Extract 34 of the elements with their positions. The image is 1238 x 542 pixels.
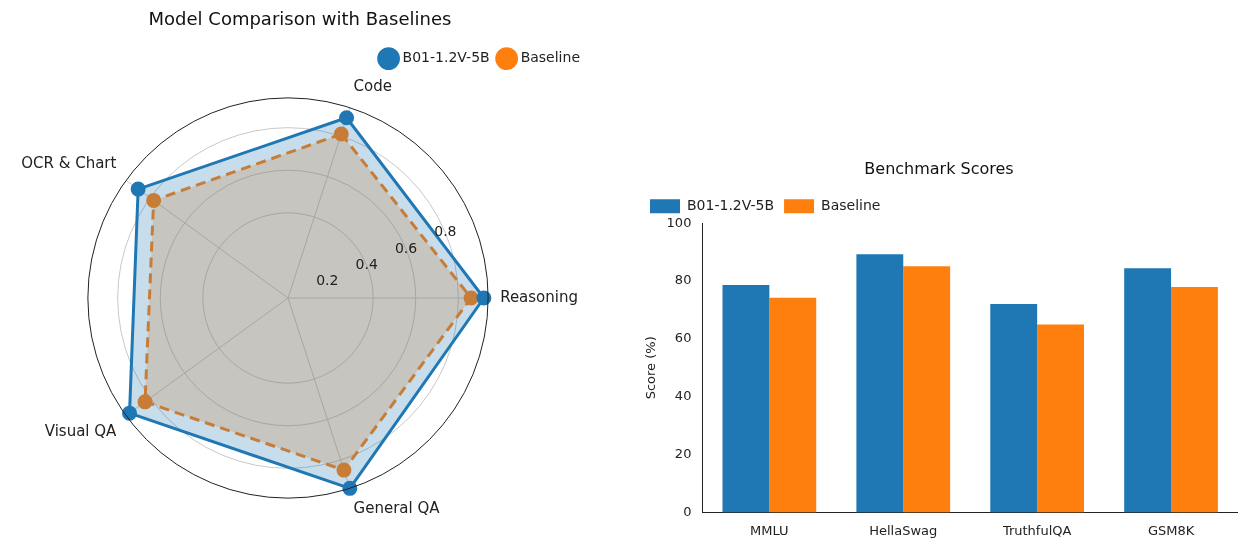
legend-label: Baseline <box>821 196 881 213</box>
x-tick-label: HellaSwag <box>869 522 938 538</box>
y-tick-label: 0 <box>683 503 692 519</box>
chart-title: Model Comparison with Baselines <box>148 8 452 30</box>
y-tick-label: 0.8 <box>434 223 457 240</box>
y-tick-label: 60 <box>674 330 692 346</box>
bar <box>990 303 1038 513</box>
spoke-label: General QA <box>353 498 441 517</box>
bar <box>1037 324 1085 513</box>
y-axis-title: Score (%) <box>643 336 659 400</box>
bar <box>1171 287 1218 513</box>
y-tick-label: 0.2 <box>316 272 339 289</box>
legend-label: Baseline <box>520 49 580 66</box>
bar <box>769 297 817 513</box>
spoke-label: Code <box>353 77 392 96</box>
x-tick-label: MMLU <box>750 522 789 538</box>
spoke-label: OCR & Chart <box>21 154 117 173</box>
y-tick-label: 0.6 <box>394 239 418 256</box>
legend-label: B01-1.2V-5B <box>687 196 775 213</box>
legend-label: B01-1.2V-5B <box>402 49 490 66</box>
chart-title: Benchmark Scores <box>864 158 1014 178</box>
y-tick-label: 40 <box>674 388 692 404</box>
x-tick-label: GSM8K <box>1147 522 1195 538</box>
bar <box>722 285 770 513</box>
spoke-label: Visual QA <box>44 421 118 440</box>
bar <box>856 254 904 513</box>
x-tick-label: TruthfulQA <box>1001 522 1072 538</box>
y-tick-label: 0.4 <box>355 256 378 273</box>
spoke-label: Reasoning <box>500 287 579 306</box>
bar <box>1124 268 1172 513</box>
y-tick-label: 80 <box>674 272 692 288</box>
bar <box>903 266 951 513</box>
y-tick-label: 20 <box>674 445 692 461</box>
y-tick-label: 100 <box>666 214 692 230</box>
